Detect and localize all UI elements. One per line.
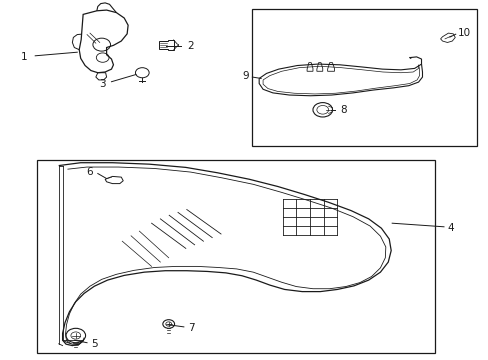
Text: 8: 8 — [339, 105, 346, 115]
Text: 7: 7 — [188, 323, 195, 333]
Text: 2: 2 — [187, 41, 194, 51]
Text: 5: 5 — [91, 339, 98, 349]
Text: 3: 3 — [99, 78, 106, 89]
Bar — [251, 9, 476, 146]
Text: 1: 1 — [21, 51, 28, 62]
Text: 9: 9 — [242, 71, 248, 81]
Text: 6: 6 — [86, 167, 93, 177]
Text: 4: 4 — [447, 222, 453, 233]
Bar — [37, 160, 434, 353]
Text: 10: 10 — [457, 28, 470, 38]
